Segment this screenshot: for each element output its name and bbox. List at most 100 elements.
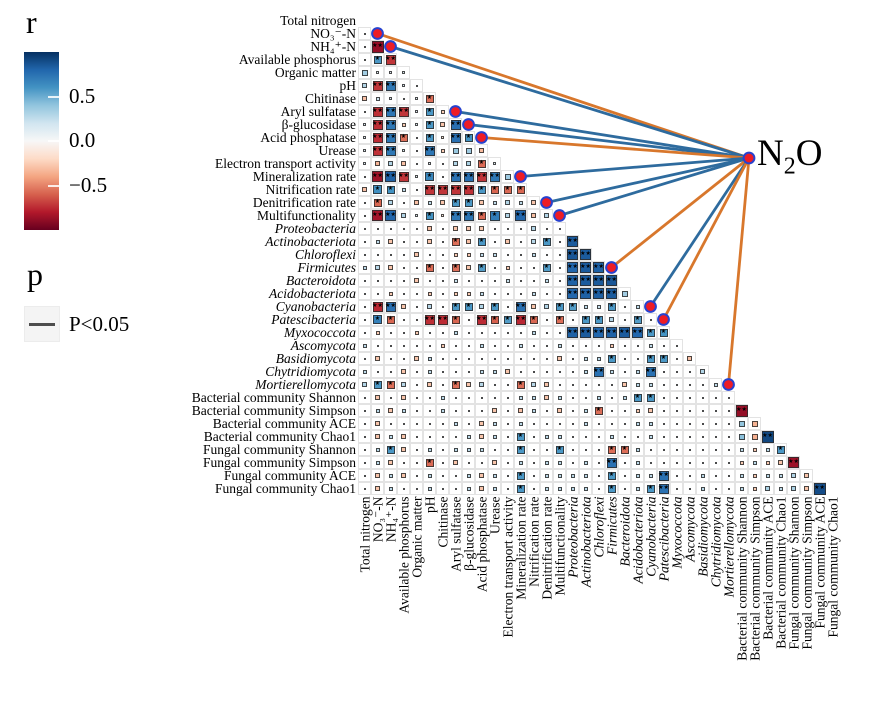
correlation-cell [449,456,462,469]
correlation-cell [722,391,735,404]
correlation-cell: ★ [475,183,488,196]
correlation-cell [514,404,527,417]
correlation-cell [631,456,644,469]
correlation-cell [488,287,501,300]
column-label: Mineralization rate [513,496,528,600]
correlation-cell [449,482,462,495]
correlation-cell [618,482,631,495]
correlation-cell [774,456,787,469]
correlation-cell [436,482,449,495]
correlation-cell [410,326,423,339]
correlation-cell [397,144,410,157]
correlation-cell [358,248,371,261]
correlation-cell [410,235,423,248]
variable-node-dot [462,118,475,131]
correlation-cell [397,118,410,131]
correlation-cell: ★ [475,209,488,222]
correlation-cell [475,456,488,469]
correlation-cell [514,248,527,261]
correlation-cell [410,456,423,469]
significance-stars: ★★ [762,431,773,439]
correlation-cell: ★★ [371,40,384,53]
correlation-cell [605,378,618,391]
correlation-cell: ★ [384,183,397,196]
row-label: Organic matter [274,65,356,80]
correlation-cell: ★★ [566,287,579,300]
correlation-cell [436,352,449,365]
correlation-cell [358,430,371,443]
correlation-cell [488,222,501,235]
column-label: Organic matter [409,496,424,578]
correlation-cell: ★ [449,235,462,248]
row-label: Fungal community Chao1 [215,481,356,496]
correlation-cell [709,443,722,456]
correlation-cell: ★★ [384,79,397,92]
correlation-cell: ★★ [423,313,436,326]
correlation-cell [670,404,683,417]
correlation-cell [423,378,436,391]
correlation-cell [358,183,371,196]
significance-stars: ★ [387,184,394,192]
significance-stars: ★ [452,314,459,322]
correlation-cell [540,326,553,339]
correlation-cell [449,365,462,378]
correlation-cell: ★★ [475,170,488,183]
row-label: Basidiomycota [275,351,356,366]
correlation-cell [410,417,423,430]
correlation-cell: ★ [384,313,397,326]
legend-r-title: r [26,4,37,40]
correlation-cell [579,352,592,365]
correlation-cell [423,235,436,248]
correlation-cell [358,456,371,469]
correlation-cell: ★ [449,261,462,274]
correlation-cell [540,222,553,235]
mantel-edge [468,123,750,160]
significance-stars: ★ [608,470,615,478]
correlation-cell [709,456,722,469]
correlation-cell [358,482,371,495]
correlation-cell [709,404,722,417]
significance-stars: ★★ [606,288,617,296]
correlation-cell: ★★ [371,300,384,313]
significance-stars: ★ [374,184,381,192]
correlation-cell [527,456,540,469]
correlation-cell [618,352,631,365]
correlation-cell: ★★ [384,144,397,157]
significance-stars: ★★ [567,249,578,257]
legend-p-title: p [27,256,43,292]
correlation-cell [553,404,566,417]
row-label: Multifunctionality [257,208,356,223]
correlation-cell [592,469,605,482]
correlation-cell [384,456,397,469]
correlation-cell [358,391,371,404]
correlation-cell [358,222,371,235]
significance-stars: ★★ [580,327,591,335]
correlation-cell [397,261,410,274]
correlation-cell [436,274,449,287]
correlation-cell: ★ [644,391,657,404]
significance-stars: ★ [400,132,407,140]
significance-stars: ★ [452,236,459,244]
correlation-cell: ★★ [436,313,449,326]
variable-node-dot [384,40,397,53]
correlation-cell: ★ [449,313,462,326]
correlation-cell [475,144,488,157]
correlation-cell [410,300,423,313]
row-label: Chitinase [305,91,356,106]
correlation-cell: ★ [488,300,501,313]
correlation-cell [644,456,657,469]
correlation-cell [540,443,553,456]
significance-stars: ★★ [593,327,604,335]
correlation-cell [605,313,618,326]
correlation-cell [475,378,488,391]
correlation-cell [384,222,397,235]
correlation-cell [670,339,683,352]
correlation-cell [358,66,371,79]
significance-stars: ★★ [463,184,474,192]
correlation-cell [696,456,709,469]
correlation-cell [423,196,436,209]
correlation-cell [540,339,553,352]
correlation-cell [423,287,436,300]
correlation-cell [358,443,371,456]
significance-stars: ★ [491,184,498,192]
